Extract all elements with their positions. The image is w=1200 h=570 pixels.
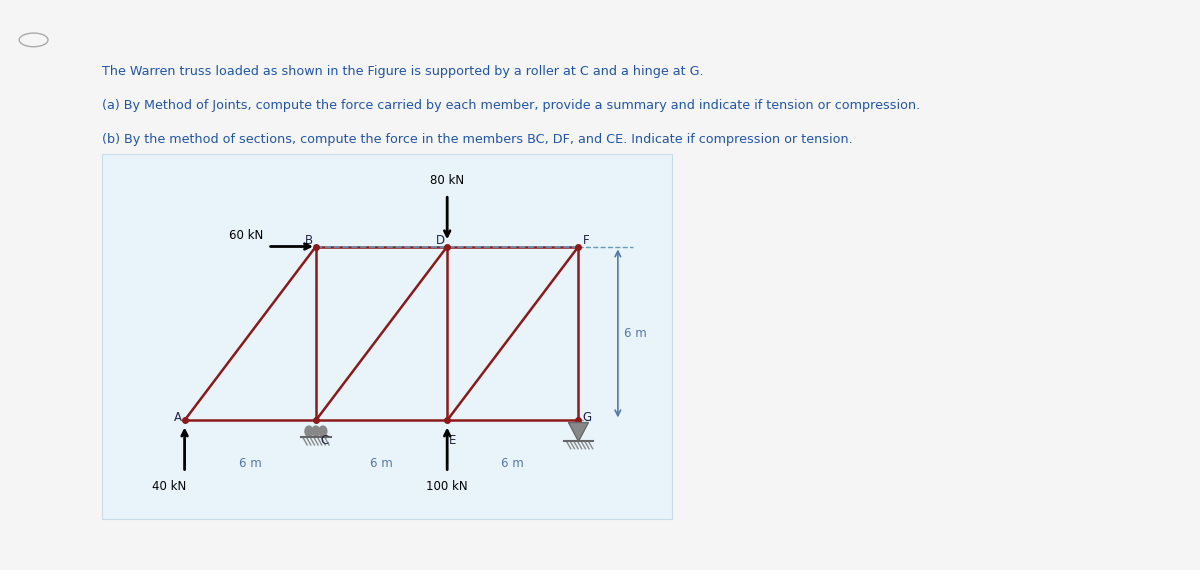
Text: 6 m: 6 m [370, 457, 392, 470]
Text: 6 m: 6 m [239, 457, 262, 470]
Text: 60 kN: 60 kN [229, 229, 263, 242]
Text: C: C [320, 434, 329, 447]
Polygon shape [569, 422, 588, 441]
Text: E: E [449, 434, 457, 447]
Text: 80 kN: 80 kN [430, 174, 464, 187]
Text: 100 kN: 100 kN [426, 480, 468, 493]
Circle shape [319, 426, 326, 437]
Text: (b) By the method of sections, compute the force in the members BC, DF, and CE. : (b) By the method of sections, compute t… [102, 133, 853, 146]
FancyBboxPatch shape [102, 154, 672, 519]
Text: 40 kN: 40 kN [152, 480, 186, 493]
Text: B: B [305, 234, 313, 247]
Text: D: D [437, 234, 445, 247]
Circle shape [305, 426, 313, 437]
Text: 6 m: 6 m [624, 327, 647, 340]
Text: (a) By Method of Joints, compute the force carried by each member, provide a sum: (a) By Method of Joints, compute the for… [102, 99, 920, 112]
Text: The Warren truss loaded as shown in the Figure is supported by a roller at C and: The Warren truss loaded as shown in the … [102, 65, 703, 78]
Text: G: G [583, 411, 592, 424]
Text: A: A [174, 411, 181, 424]
Circle shape [312, 426, 320, 437]
Text: F: F [583, 234, 589, 247]
Text: 6 m: 6 m [502, 457, 524, 470]
